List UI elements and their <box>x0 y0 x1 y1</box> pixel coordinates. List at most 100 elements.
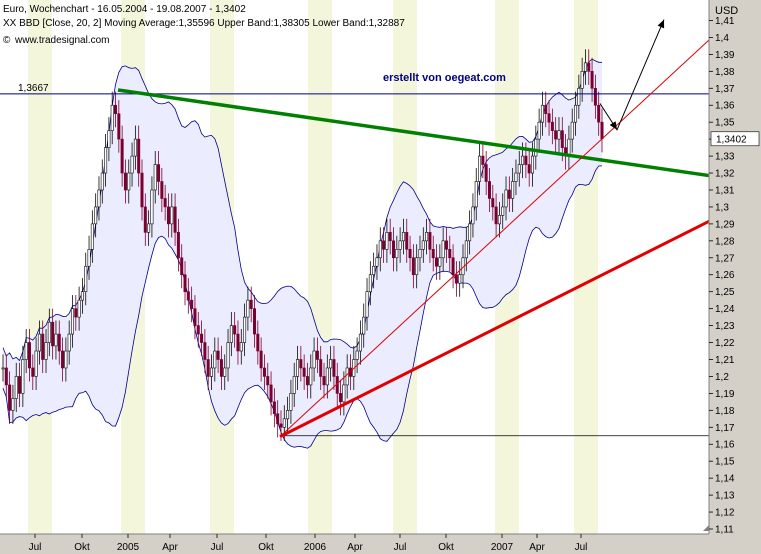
candle <box>61 350 65 369</box>
candle <box>57 333 61 352</box>
candle <box>47 321 51 343</box>
candle <box>574 104 578 123</box>
x-tick-label: Jul <box>575 542 588 553</box>
candle <box>289 393 293 411</box>
candle <box>329 359 333 369</box>
candle <box>332 359 336 377</box>
candle <box>44 342 48 360</box>
candle <box>133 138 137 157</box>
candle <box>362 316 366 335</box>
y-tick-label: 1,39 <box>715 50 735 61</box>
candle <box>219 359 223 377</box>
candle <box>170 206 174 225</box>
candle <box>358 333 362 352</box>
candle <box>104 147 108 174</box>
y-tick-label: 1,4 <box>715 33 729 44</box>
candle <box>196 325 200 335</box>
candle <box>262 367 266 377</box>
candle <box>266 376 270 386</box>
candle <box>431 249 435 259</box>
y-tick-label: 1,38 <box>715 67 735 78</box>
red-trendline <box>279 220 710 438</box>
candle <box>163 198 167 208</box>
candle <box>438 257 442 267</box>
candle <box>382 240 386 250</box>
candle <box>339 393 343 403</box>
candle <box>531 155 535 174</box>
candle <box>315 350 319 360</box>
candle <box>428 232 432 250</box>
x-tick-label: Jul <box>211 542 224 553</box>
candle <box>27 342 31 369</box>
candle <box>229 325 233 343</box>
candle <box>54 333 58 347</box>
y-tick-label: 1,26 <box>715 270 735 281</box>
candle <box>286 410 290 420</box>
candle <box>524 155 528 165</box>
candle <box>34 350 38 377</box>
candle <box>342 384 346 403</box>
candle <box>464 240 468 259</box>
candle <box>534 138 538 157</box>
y-tick-label: 1,19 <box>715 389 735 400</box>
candle <box>372 265 376 276</box>
candle <box>183 274 187 292</box>
chart-title: Euro, Wochenchart - 16.05.2004 - 19.08.2… <box>3 4 246 15</box>
candle <box>471 206 475 225</box>
candle <box>31 367 35 377</box>
candle <box>190 299 194 309</box>
candle <box>209 367 213 377</box>
resize-grip-icon[interactable] <box>703 525 709 531</box>
y-axis-ticks: 1,411,41,391,381,371,361,351,341,331,321… <box>709 16 735 536</box>
candle <box>392 240 396 259</box>
candle <box>153 164 157 191</box>
candle <box>11 398 15 411</box>
candle <box>302 367 306 377</box>
candle <box>137 138 141 174</box>
candle <box>497 215 501 225</box>
candle <box>378 240 382 259</box>
candle <box>478 155 482 182</box>
candle <box>597 104 601 123</box>
annotation-text: erstellt von oegeat.com <box>383 72 506 84</box>
candle <box>123 172 127 191</box>
currency-label: USD <box>715 5 738 17</box>
candle <box>458 274 462 284</box>
candle <box>322 376 326 386</box>
y-tick-label: 1,31 <box>715 185 735 196</box>
candle <box>484 164 488 182</box>
candle <box>517 164 521 174</box>
candle <box>70 308 74 335</box>
candle <box>143 206 147 233</box>
y-tick-label: 1,35 <box>715 118 735 129</box>
x-tick-label: 2006 <box>304 542 327 553</box>
candle <box>325 367 329 386</box>
y-tick-label: 1,29 <box>715 219 735 230</box>
y-tick-label: 1,18 <box>715 406 735 417</box>
candle <box>521 155 525 165</box>
indicator-legend[interactable]: XX BBD [Close, 20, 2] Moving Average:1,3… <box>3 18 405 29</box>
candle <box>282 418 286 428</box>
y-tick-label: 1,36 <box>715 101 735 112</box>
candle <box>435 257 439 267</box>
candle <box>4 367 8 386</box>
candle <box>411 257 415 276</box>
candle <box>18 376 22 394</box>
candle <box>527 164 531 174</box>
candle <box>537 121 541 140</box>
candle <box>269 384 273 403</box>
arrowhead-down <box>609 121 617 130</box>
candle <box>206 359 210 377</box>
candle <box>491 198 495 208</box>
y-tick-label: 1,12 <box>715 508 735 519</box>
candle <box>94 206 98 225</box>
candle <box>272 401 276 415</box>
x-tick-label: Jul <box>29 542 42 553</box>
candle <box>593 87 597 106</box>
candle <box>451 257 455 276</box>
candle <box>100 172 104 191</box>
candle <box>395 249 399 259</box>
candle <box>239 342 243 352</box>
candle <box>216 350 220 360</box>
candle <box>408 249 412 259</box>
